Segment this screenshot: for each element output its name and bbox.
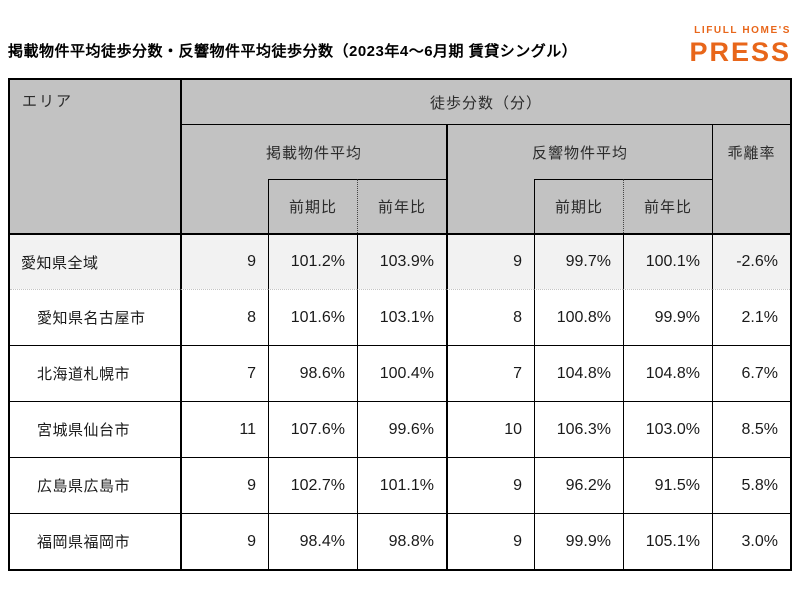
- listed-yoy-cell: 99.6%: [357, 401, 446, 457]
- listed-qoq-cell: 98.4%: [268, 513, 357, 569]
- lifull-homes-press-logo: LIFULL HOME'S PRESS: [689, 26, 791, 66]
- listed-avg-cell: 7: [180, 345, 268, 401]
- divergence-cell: 5.8%: [712, 457, 790, 513]
- area-cell: 愛知県全域: [10, 233, 180, 289]
- listed-yoy-cell: 103.9%: [357, 233, 446, 289]
- listed-avg-cell: 9: [180, 513, 268, 569]
- divergence-cell: 3.0%: [712, 513, 790, 569]
- listed-qoq-cell: 101.2%: [268, 233, 357, 289]
- response-yoy-cell: 99.9%: [623, 289, 712, 345]
- col-header-listed-qoq: 前期比: [268, 179, 357, 233]
- response-yoy-cell: 103.0%: [623, 401, 712, 457]
- page-title: 掲載物件平均徒歩分数・反響物件平均徒歩分数（2023年4～6月期 賃貸シングル）: [8, 43, 578, 60]
- area-cell: 愛知県名古屋市: [10, 289, 180, 345]
- listed-avg-cell: 9: [180, 233, 268, 289]
- col-header-listed-average: 掲載物件平均: [180, 125, 446, 179]
- listed-avg-cell: 9: [180, 457, 268, 513]
- col-header-response-average: 反響物件平均: [446, 125, 712, 179]
- listed-yoy-cell: 101.1%: [357, 457, 446, 513]
- divergence-cell: 2.1%: [712, 289, 790, 345]
- header-spacer-response: [446, 179, 534, 233]
- divergence-cell: 8.5%: [712, 401, 790, 457]
- response-qoq-cell: 99.9%: [534, 513, 623, 569]
- logo-brand-text: LIFULL HOME'S: [694, 25, 791, 36]
- divergence-cell: -2.6%: [712, 233, 790, 289]
- walk-minutes-table: エリア 徒歩分数（分） 掲載物件平均 反響物件平均 乖離率 前期比 前年比 前期…: [8, 78, 792, 571]
- listed-qoq-cell: 107.6%: [268, 401, 357, 457]
- col-header-listed-yoy: 前年比: [357, 179, 446, 233]
- response-qoq-cell: 96.2%: [534, 457, 623, 513]
- col-header-area: エリア: [10, 80, 180, 233]
- area-cell: 北海道札幌市: [10, 345, 180, 401]
- listed-qoq-cell: 98.6%: [268, 345, 357, 401]
- response-avg-cell: 8: [446, 289, 534, 345]
- response-avg-cell: 7: [446, 345, 534, 401]
- response-yoy-cell: 105.1%: [623, 513, 712, 569]
- logo-press-text: PRESS: [689, 37, 791, 67]
- divergence-cell: 6.7%: [712, 345, 790, 401]
- col-header-response-yoy: 前年比: [623, 179, 712, 233]
- response-avg-cell: 9: [446, 513, 534, 569]
- response-qoq-cell: 106.3%: [534, 401, 623, 457]
- listed-qoq-cell: 101.6%: [268, 289, 357, 345]
- listed-avg-cell: 11: [180, 401, 268, 457]
- area-cell: 宮城県仙台市: [10, 401, 180, 457]
- col-header-walk-minutes: 徒歩分数（分）: [180, 80, 790, 125]
- area-cell: 広島県広島市: [10, 457, 180, 513]
- listed-yoy-cell: 98.8%: [357, 513, 446, 569]
- response-qoq-cell: 104.8%: [534, 345, 623, 401]
- response-qoq-cell: 100.8%: [534, 289, 623, 345]
- header-spacer-listed: [180, 179, 268, 233]
- listed-yoy-cell: 100.4%: [357, 345, 446, 401]
- response-avg-cell: 10: [446, 401, 534, 457]
- col-header-response-qoq: 前期比: [534, 179, 623, 233]
- listed-qoq-cell: 102.7%: [268, 457, 357, 513]
- response-yoy-cell: 104.8%: [623, 345, 712, 401]
- col-header-divergence-rate: 乖離率: [712, 125, 790, 233]
- listed-yoy-cell: 103.1%: [357, 289, 446, 345]
- area-cell: 福岡県福岡市: [10, 513, 180, 569]
- listed-avg-cell: 8: [180, 289, 268, 345]
- response-yoy-cell: 100.1%: [623, 233, 712, 289]
- response-avg-cell: 9: [446, 233, 534, 289]
- response-qoq-cell: 99.7%: [534, 233, 623, 289]
- response-yoy-cell: 91.5%: [623, 457, 712, 513]
- response-avg-cell: 9: [446, 457, 534, 513]
